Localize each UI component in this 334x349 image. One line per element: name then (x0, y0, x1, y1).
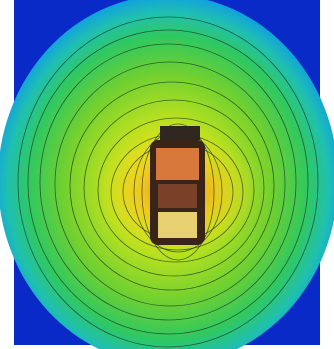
vehicle-hood (156, 148, 199, 180)
vehicle-rear (158, 212, 197, 238)
vehicle-roof (158, 184, 197, 208)
vehicle (150, 126, 205, 245)
vehicle-front-edge (160, 126, 200, 140)
